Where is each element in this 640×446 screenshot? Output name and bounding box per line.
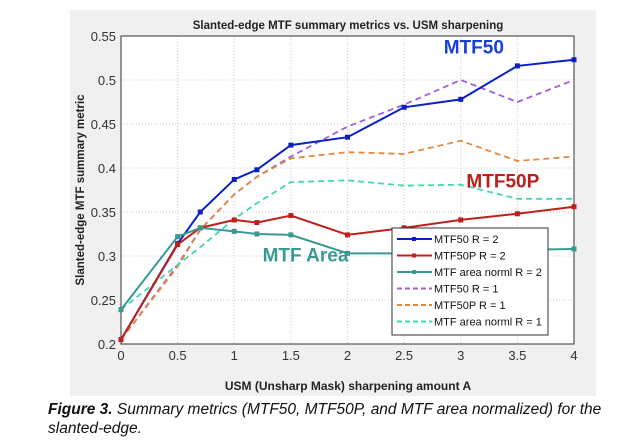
chart: Slanted-edge MTF summary metrics vs. USM… bbox=[75, 20, 578, 393]
annotation-label: MTF50 bbox=[444, 38, 504, 59]
data-point bbox=[571, 57, 577, 63]
legend-entry: MTF50 R = 2 bbox=[434, 234, 499, 246]
x-tick-label: 3.5 bbox=[508, 348, 526, 363]
y-axis-label: Slanted-edge MTF summary metric bbox=[75, 94, 87, 286]
data-point bbox=[458, 96, 464, 102]
data-point bbox=[288, 213, 294, 219]
data-point bbox=[458, 217, 464, 223]
data-point bbox=[175, 242, 181, 248]
y-tick-label: 0.55 bbox=[91, 29, 116, 44]
x-tick-label: 3 bbox=[457, 348, 464, 363]
x-tick-label: 0.5 bbox=[169, 348, 187, 363]
x-tick-label: 1.5 bbox=[282, 348, 300, 363]
data-point bbox=[345, 250, 350, 256]
data-point bbox=[254, 220, 260, 226]
y-tick-label: 0.5 bbox=[98, 73, 116, 88]
data-point bbox=[231, 228, 237, 234]
caption-label: Figure 3. bbox=[48, 401, 113, 418]
figure: Slanted-edge MTF summary metrics vs. USM… bbox=[70, 10, 596, 396]
x-tick-label: 0 bbox=[117, 348, 124, 363]
legend-box bbox=[391, 227, 549, 336]
legend-entry: MTF area norml R = 2 bbox=[434, 267, 542, 279]
y-tick-label: 0.4 bbox=[98, 161, 116, 176]
legend-marker bbox=[412, 270, 416, 274]
figure-caption: Figure 3. Summary metrics (MTF50, MTF50P… bbox=[48, 400, 618, 438]
annotation-label: MTF Area bbox=[263, 245, 349, 266]
legend-marker bbox=[412, 253, 416, 258]
series-line-5 bbox=[120, 179, 574, 311]
x-axis-label: USM (Unsharp Mask) sharpening amount A bbox=[225, 379, 472, 393]
data-point bbox=[401, 104, 407, 110]
chart-title: Slanted-edge MTF summary metrics vs. USM… bbox=[193, 20, 504, 32]
data-point bbox=[197, 209, 203, 215]
y-tick-label: 0.2 bbox=[98, 337, 116, 352]
data-point bbox=[231, 217, 237, 223]
data-point bbox=[514, 63, 520, 69]
legend: MTF50 R = 2 MTF50P R = 2 MTF area norml R … bbox=[391, 227, 549, 336]
y-tick-label: 0.3 bbox=[98, 249, 116, 264]
data-point bbox=[197, 225, 203, 231]
y-tick-label: 0.35 bbox=[91, 205, 116, 220]
plot-frame bbox=[120, 35, 575, 345]
data-point bbox=[254, 231, 260, 237]
series-line-4 bbox=[120, 139, 575, 341]
caption-text: Summary metrics (MTF50, MTF50P, and MTF … bbox=[48, 401, 602, 437]
data-point bbox=[571, 246, 577, 252]
legend-entry: MTF50 R = 1 bbox=[434, 284, 499, 296]
data-point bbox=[514, 211, 520, 217]
legend-marker bbox=[412, 237, 416, 241]
data-point bbox=[118, 337, 124, 343]
y-tick-label: 0.25 bbox=[91, 293, 116, 308]
y-tick-label: 0.45 bbox=[91, 117, 116, 132]
legend-entry: MTF area norml R = 1 bbox=[434, 317, 542, 329]
legend-entry: MTF50P R = 1 bbox=[434, 300, 506, 312]
x-tick-label: 4 bbox=[570, 348, 577, 363]
data-point bbox=[254, 167, 260, 173]
data-point bbox=[118, 307, 124, 313]
x-tick-label: 1 bbox=[231, 348, 238, 363]
data-point bbox=[345, 232, 350, 238]
data-point bbox=[288, 142, 294, 148]
data-point bbox=[571, 204, 577, 210]
data-point bbox=[288, 232, 294, 238]
data-point bbox=[345, 134, 350, 140]
data-point bbox=[231, 176, 237, 182]
x-tick-label: 2 bbox=[344, 348, 351, 363]
x-tick-label: 2.5 bbox=[395, 348, 413, 363]
data-point bbox=[175, 234, 181, 240]
legend-entry: MTF50P R = 2 bbox=[434, 251, 506, 263]
annotation-label: MTF50P bbox=[466, 171, 539, 192]
